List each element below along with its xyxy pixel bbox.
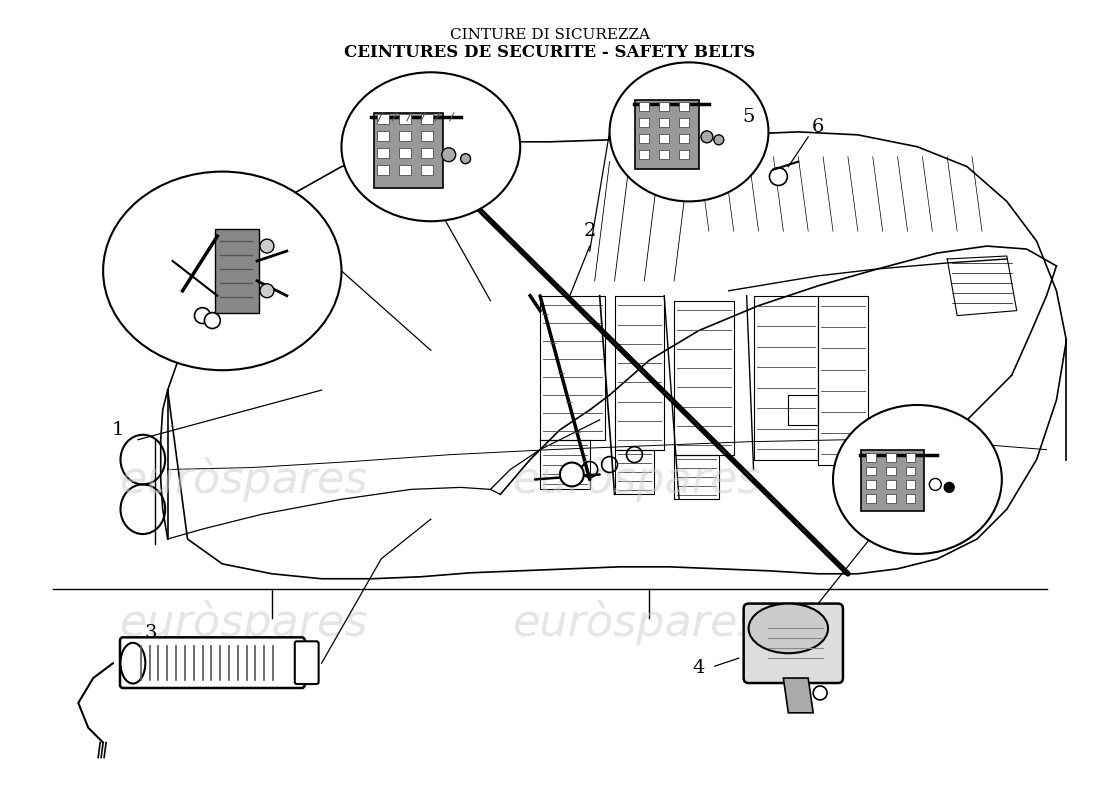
- Circle shape: [944, 482, 954, 492]
- Bar: [866, 453, 876, 462]
- Ellipse shape: [833, 405, 1002, 554]
- Text: 2: 2: [583, 222, 596, 240]
- Circle shape: [260, 239, 274, 253]
- Bar: [866, 494, 876, 503]
- Text: 1: 1: [112, 421, 124, 438]
- Bar: [679, 134, 689, 142]
- Bar: [399, 165, 411, 174]
- Circle shape: [813, 686, 827, 700]
- Bar: [421, 114, 432, 124]
- Text: 6: 6: [812, 118, 824, 136]
- Bar: [377, 148, 389, 158]
- Circle shape: [205, 313, 220, 329]
- Bar: [679, 102, 689, 111]
- Bar: [679, 118, 689, 127]
- Bar: [659, 150, 669, 158]
- Bar: [377, 131, 389, 141]
- Text: 3: 3: [144, 624, 157, 642]
- Bar: [421, 131, 432, 141]
- Text: 5: 5: [742, 108, 755, 126]
- Bar: [886, 453, 895, 462]
- Bar: [639, 134, 649, 142]
- FancyBboxPatch shape: [120, 638, 305, 688]
- Bar: [399, 114, 411, 124]
- Bar: [377, 165, 389, 174]
- Ellipse shape: [103, 171, 341, 370]
- Circle shape: [461, 154, 471, 164]
- FancyBboxPatch shape: [636, 100, 698, 169]
- Circle shape: [195, 308, 210, 323]
- Ellipse shape: [609, 62, 769, 202]
- Bar: [421, 148, 432, 158]
- Bar: [639, 150, 649, 158]
- Bar: [421, 165, 432, 174]
- Bar: [679, 150, 689, 158]
- Bar: [659, 134, 669, 142]
- Bar: [905, 494, 915, 503]
- Text: euròspares: euròspares: [120, 457, 369, 502]
- Text: euròspares: euròspares: [513, 600, 761, 645]
- Bar: [886, 466, 895, 475]
- Bar: [905, 481, 915, 490]
- Bar: [905, 466, 915, 475]
- Bar: [639, 102, 649, 111]
- Ellipse shape: [749, 603, 828, 654]
- Text: 4: 4: [693, 659, 705, 677]
- Circle shape: [770, 168, 788, 186]
- FancyBboxPatch shape: [374, 113, 442, 189]
- Text: euròspares: euròspares: [120, 600, 369, 645]
- Circle shape: [701, 131, 713, 142]
- Circle shape: [260, 284, 274, 298]
- Bar: [639, 118, 649, 127]
- Text: CEINTURES DE SECURITE - SAFETY BELTS: CEINTURES DE SECURITE - SAFETY BELTS: [344, 45, 756, 62]
- FancyBboxPatch shape: [216, 229, 258, 313]
- Bar: [905, 453, 915, 462]
- FancyBboxPatch shape: [861, 450, 924, 511]
- Bar: [886, 481, 895, 490]
- FancyBboxPatch shape: [295, 642, 319, 684]
- Bar: [659, 102, 669, 111]
- Bar: [866, 466, 876, 475]
- Text: euròspares: euròspares: [513, 457, 761, 502]
- Bar: [886, 494, 895, 503]
- Circle shape: [442, 148, 455, 162]
- Bar: [399, 148, 411, 158]
- Circle shape: [560, 462, 584, 486]
- Bar: [377, 114, 389, 124]
- Bar: [399, 131, 411, 141]
- Ellipse shape: [121, 643, 145, 683]
- Ellipse shape: [341, 72, 520, 222]
- Polygon shape: [783, 678, 813, 713]
- Circle shape: [714, 135, 724, 145]
- Bar: [866, 481, 876, 490]
- FancyBboxPatch shape: [744, 603, 843, 683]
- Text: CINTURE DI SICUREZZA: CINTURE DI SICUREZZA: [450, 28, 650, 42]
- Bar: [659, 118, 669, 127]
